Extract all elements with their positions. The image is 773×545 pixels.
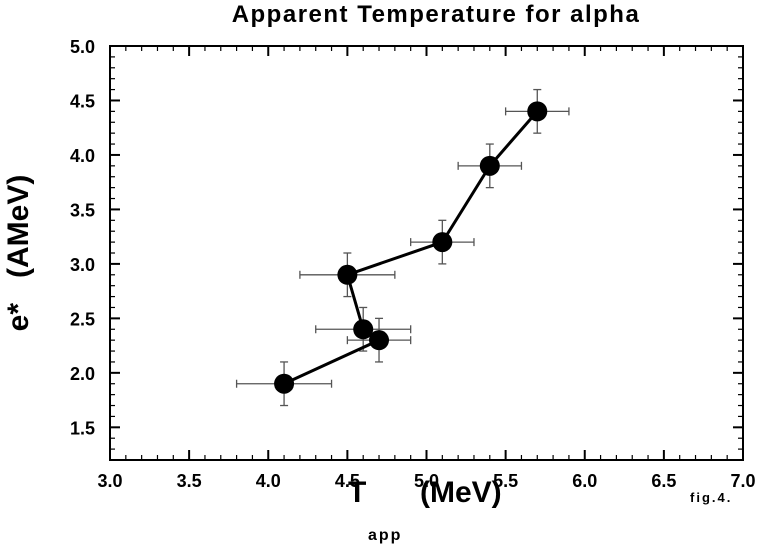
x-tick-label: 6.0	[572, 471, 597, 491]
x-tick-label: 4.5	[335, 471, 360, 491]
y-tick-label: 4.0	[70, 146, 95, 166]
data-point	[274, 373, 295, 394]
data-point	[479, 155, 500, 176]
x-tick-label: 6.5	[651, 471, 676, 491]
y-tick-label: 3.0	[70, 255, 95, 275]
x-axis-unit: (MeV)	[420, 476, 502, 509]
chart-title: Apparent Temperature for alpha	[232, 1, 641, 28]
figure-annotation: fig.4.	[690, 490, 732, 505]
error-bars	[235, 88, 570, 407]
x-tick-label: 5.5	[493, 471, 518, 491]
x-tick-label: 5.0	[414, 471, 439, 491]
x-axis-symbol: T	[348, 476, 366, 509]
y-tick-label: 3.5	[70, 200, 95, 220]
plot-frame	[109, 45, 744, 461]
y-tick-label: 5.0	[70, 37, 95, 57]
x-tick-label: 4.0	[256, 471, 281, 491]
y-tick-label: 2.5	[70, 309, 95, 329]
data-markers	[274, 101, 548, 394]
data-point	[337, 264, 358, 285]
data-point	[527, 101, 548, 122]
y-axis-label: e* (AMeV)	[2, 175, 35, 332]
data-point	[369, 330, 390, 351]
x-axis-subscript: app	[368, 527, 402, 544]
x-tick-label: 3.5	[177, 471, 202, 491]
y-tick-label: 4.5	[70, 91, 95, 111]
data-point	[353, 319, 374, 340]
axis-ticks	[109, 45, 744, 461]
y-tick-labels: 1.5 2.0 2.5 3.0 3.5 4.0 4.5 5.0	[70, 37, 95, 438]
x-tick-label: 3.0	[97, 471, 122, 491]
y-tick-label: 1.5	[70, 418, 95, 438]
x-axis-label: T	[348, 476, 366, 509]
y-tick-label: 2.0	[70, 364, 95, 384]
data-point	[432, 232, 453, 253]
x-tick-labels: 3.0 3.5 4.0 4.5 5.0 5.5 6.0 6.5 7.0	[97, 471, 755, 491]
x-tick-label: 7.0	[730, 471, 755, 491]
